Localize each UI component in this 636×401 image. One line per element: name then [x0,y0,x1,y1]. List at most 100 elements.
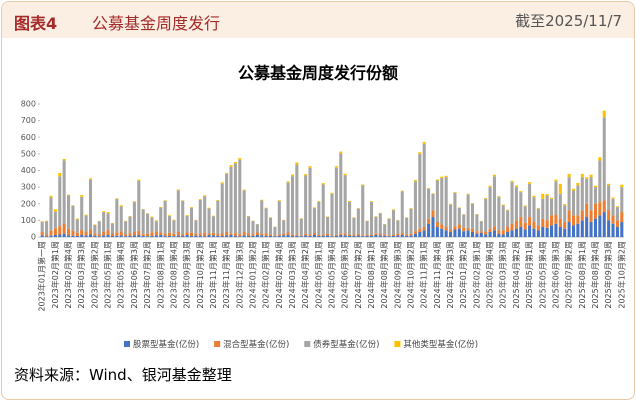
bar-segment [181,235,185,237]
bar-segment [163,200,167,235]
bar-segment [150,235,154,237]
bar-segment [71,230,75,236]
bar-segment [571,188,576,191]
bar-segment [391,210,396,236]
bar-segment [330,193,334,236]
bar-segment [273,236,277,237]
bar-segment [563,204,567,206]
bar-segment [185,232,189,236]
x-tick-label: 2025年09月第3周 [603,241,613,309]
bar-segment [58,176,62,227]
bar-segment [374,216,378,234]
bar-segment [308,234,312,236]
x-tick-label: 2024年05月第4周 [327,241,337,309]
bar-segment [295,162,299,165]
bar-segment [194,220,198,234]
bar-segment [352,217,356,235]
x-tick-label: 2023年11月第4周 [221,241,231,309]
bar-segment [203,196,207,233]
bar-segment [220,236,224,237]
bar-segment [154,231,158,236]
bar-segment [220,233,224,237]
bar-segment [167,216,172,233]
bar-segment [49,230,53,236]
bar-segment [484,197,488,199]
bar-segment [352,235,356,237]
bar-segment [115,232,119,236]
bar-segment [88,178,93,180]
legend-swatch [124,341,130,347]
bar-segment [567,210,571,223]
bar-segment [176,232,180,236]
bar-segment [286,232,290,236]
bar-segment [84,215,88,233]
bar-segment [198,233,202,236]
bar-segment [189,236,194,237]
bar-segment [519,217,523,228]
bar-segment [216,235,220,237]
bar-segment [167,236,172,237]
bar-segment [132,201,136,203]
bar-segment [62,158,66,161]
bar-segment [593,187,597,204]
bar-segment [58,226,62,235]
bar-segment [457,228,461,237]
bar-segment [558,193,562,219]
bar-segment [536,207,540,209]
bar-segment [607,183,611,186]
bar-segment [220,183,224,234]
bar-segment [207,233,211,236]
bar-segment [435,222,439,228]
bar-segment [71,205,75,231]
bar-segment [475,233,479,237]
bar-segment [427,223,431,237]
bar-segment [457,207,461,225]
bar-segment [528,225,532,237]
bar-segment [124,221,128,235]
bar-segment [299,218,303,236]
x-tick-label: 2024年08月第4周 [379,241,389,309]
bar-segment [45,236,49,237]
bar-segment [247,235,251,237]
bar-segment [536,230,540,237]
bar-segment [326,235,330,237]
bar-segment [312,208,316,234]
bar-segment [391,235,396,237]
bar-segment [554,181,558,215]
bar-segment [339,151,343,154]
bar-segment [497,230,501,234]
bar-segment [295,235,299,237]
bar-segment [523,222,527,230]
bar-segment [396,233,400,236]
bar-segment [484,232,488,235]
bar-segment [207,235,211,237]
bar-segment [497,197,501,231]
bar-segment [348,200,352,202]
y-tick-label: 200 [21,199,36,208]
bar-segment [255,235,259,237]
bar-segment [334,167,338,235]
bar-segment [203,232,207,237]
bar-segment [607,185,611,211]
bar-segment [470,232,475,237]
bar-segment [295,234,299,236]
bar-segment [132,202,136,233]
bar-segment [440,177,444,225]
bar-segment [558,218,562,228]
bar-segment [330,235,334,237]
bar-segment [422,143,426,228]
bar-segment [326,217,330,234]
bar-segment [45,234,49,237]
bar-segment [470,228,475,233]
bar-segment [488,232,492,237]
bar-segment [580,210,584,221]
x-tick-label: 2024年01月第2周 [247,241,257,309]
x-tick-label: 2023年02月第1周 [50,241,60,309]
bar-segment [304,175,308,234]
bar-segment [422,230,426,237]
bar-segment [396,235,400,237]
bar-segment [550,197,554,199]
bar-segment [264,208,268,234]
bar-segment [225,172,229,174]
bar-segment [378,233,382,236]
